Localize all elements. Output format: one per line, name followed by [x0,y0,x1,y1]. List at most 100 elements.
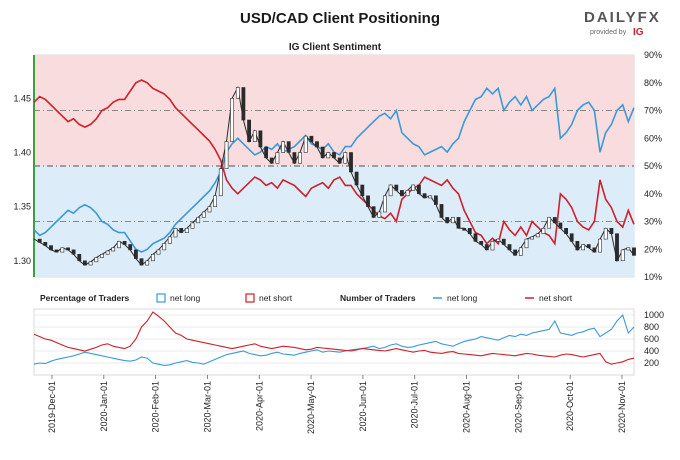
price-axis: 1.30 1.35 1.40 1.45 [13,93,31,265]
price-candle [320,146,325,159]
price-candle [298,152,302,164]
price-candle [218,168,223,197]
price-candle [592,247,597,253]
price-candle [445,217,450,224]
price-candle [501,238,506,245]
price-candle [462,228,467,231]
date-tick-label: 2020-Apr-01 [254,381,264,431]
price-candle [275,152,280,164]
logo-text: DAILYFX [584,9,661,26]
price-candle [122,241,127,245]
reference-lines [34,110,634,222]
legend-num-title: Number of Traders [340,293,416,303]
price-candle [201,211,206,218]
price-candle [241,87,246,121]
price-candle [37,238,42,243]
price-candle [569,233,574,242]
price-candle [139,258,144,266]
price-candle [332,152,336,159]
price-candle [626,247,631,251]
price-candle [547,217,552,229]
traders-short-line [33,311,635,365]
sentiment-lines [33,79,635,253]
price-candle [535,233,540,238]
price-candle [196,217,201,224]
traders-tick-label: 400 [644,346,659,356]
price-candle [366,195,370,207]
price-candle [467,228,472,235]
traders-axis: 200 400 600 800 1000 [644,310,664,368]
price-candle [371,206,376,218]
net-long-line [33,86,635,253]
price-candle [490,241,495,251]
price-candle [518,247,523,256]
traders-tick-label: 1000 [644,310,664,320]
price-candle [173,228,178,238]
price-candle [399,190,404,197]
price-candle [581,244,586,251]
date-tick-label: 2020-Feb-01 [151,381,161,433]
net-short-line [33,79,635,246]
percent-axis: 10% 20% 30% 40% 50% 60% 70% 80% 90% [644,50,662,282]
legend-pct-long-label: net long [170,293,201,303]
price-candle [450,217,455,224]
price-candle [128,244,133,251]
price-candle [603,228,608,240]
price-candle [598,238,602,253]
price-candle [496,238,501,242]
price-candle [117,241,121,249]
date-tick-label: 2020-Mar-01 [202,381,212,433]
pct-tick-label: 50% [644,161,662,171]
price-candle [439,204,444,218]
price-candle [586,244,591,249]
price-candle [54,249,59,253]
price-tick-label: 1.40 [13,148,31,158]
bottom-grid [34,314,634,364]
price-candle [224,141,229,170]
price-candle [213,195,218,207]
chart-title: USD/CAD Client Positioning [240,10,440,27]
pct-tick-label: 40% [644,189,662,199]
price-candle [252,130,257,142]
legend-num-long-label: net long [447,293,478,303]
price-candle [541,228,546,235]
price-candle [524,238,529,249]
price-candle [433,195,438,205]
sentiment-fills [34,55,634,277]
date-tick-label: 2019-Dec-01 [47,381,57,433]
price-series [33,85,636,266]
price-candle [60,247,65,253]
price-candle [230,98,235,142]
chart-subtitle: IG Client Sentiment [289,42,382,53]
price-candle [416,184,421,194]
price-candle [179,228,184,233]
price-candle [343,152,348,164]
date-axis: 2019-Dec-01 2020-Jan-01 2020-Feb-01 2020-Ma… [47,375,627,434]
price-candle [558,222,563,229]
date-tick-label: 2020-Jan-01 [99,381,109,432]
price-candle [575,241,580,251]
traders-tick-label: 600 [644,334,659,344]
logo-brand-ig: IG [633,27,644,38]
price-candle [360,184,365,197]
price-tick-label: 1.45 [13,93,31,103]
price-candle [134,249,138,259]
pct-tick-label: 10% [644,272,662,282]
price-candle [337,157,342,164]
price-candle [411,184,416,191]
legend-row: Percentage of Traders net long net short… [40,293,573,303]
price-candle [77,254,82,262]
date-tick-label: 2020-Oct-01 [565,381,575,431]
price-candle [286,141,291,153]
price-candle [620,249,625,261]
price-candle [111,247,116,252]
price-candle [145,260,150,266]
price-candle [405,190,410,197]
price-candle [49,245,53,251]
price-candle [247,119,252,143]
price-candle [43,242,48,246]
date-tick-label: 2020-Sep-01 [513,381,523,433]
price-candle [207,206,212,213]
